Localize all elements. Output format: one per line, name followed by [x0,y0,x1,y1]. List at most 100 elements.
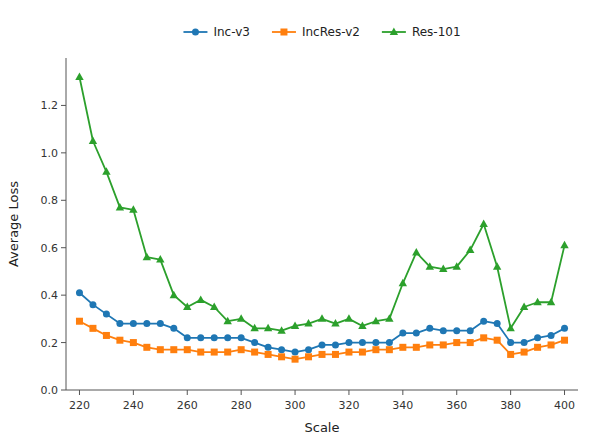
point-marker [332,341,339,348]
x-tick [456,390,457,395]
point-marker [278,346,285,353]
point-marker [345,314,353,322]
point-marker [251,339,258,346]
point-marker [399,330,406,337]
point-marker [386,346,393,353]
x-tick-label: 300 [285,399,306,412]
y-axis-label: Average Loss [6,181,21,267]
point-marker [75,72,83,80]
point-marker [210,303,218,311]
y-tick-label: 0.0 [41,384,59,397]
point-marker [359,339,366,346]
y-tick [61,295,66,296]
point-marker [197,295,205,303]
y-tick [61,390,66,391]
point-marker [156,255,164,263]
point-marker [116,337,123,344]
point-marker [304,319,312,327]
point-marker [521,339,528,346]
point-marker [292,349,299,356]
point-marker [238,346,245,353]
point-marker [359,349,366,356]
point-marker [440,341,447,348]
y-tick-label: 1.0 [41,147,59,160]
legend-label: Inc-v3 [213,25,250,39]
point-marker [372,317,380,325]
chart: 2202402602803003203403603804000.00.20.40… [0,0,600,444]
x-tick-label: 260 [177,399,198,412]
x-tick [241,390,242,395]
point-marker [157,346,164,353]
legend-item: Inc-v3 [183,25,250,39]
y-tick-label: 1.2 [41,99,59,112]
point-marker [507,339,514,346]
y-axis-line [66,58,67,390]
legend: Inc-v3IncRes-v2Res-101 [183,25,460,39]
point-marker [547,298,555,306]
point-marker [170,291,178,299]
point-marker [265,351,272,358]
point-marker [211,349,218,356]
point-marker [116,203,124,211]
point-marker [184,334,191,341]
x-tick [402,390,403,395]
point-marker [561,337,568,344]
point-marker [319,341,326,348]
legend-marker [390,28,398,36]
series-line [79,293,564,352]
x-tick [295,390,296,395]
x-tick-label: 380 [500,399,521,412]
y-tick-label: 0.2 [41,337,59,350]
point-marker [426,341,433,348]
point-marker [143,253,151,261]
plot-area [75,72,568,362]
point-marker [453,339,460,346]
point-marker [453,327,460,334]
point-marker [238,334,245,341]
point-marker [412,248,420,256]
point-marker [480,334,487,341]
point-marker [426,325,433,332]
point-marker [453,262,461,270]
point-marker [386,339,393,346]
point-marker [89,301,96,308]
point-marker [440,327,447,334]
legend-label: IncRes-v2 [302,25,360,39]
point-marker [197,349,204,356]
point-marker [548,341,555,348]
point-marker [89,325,96,332]
x-tick [79,390,80,395]
point-marker [129,205,137,213]
x-tick [510,390,511,395]
legend-item: IncRes-v2 [272,25,360,39]
x-tick [564,390,565,395]
point-marker [116,320,123,327]
point-marker [130,339,137,346]
point-marker [426,262,434,270]
point-marker [224,334,231,341]
y-tick [61,152,66,153]
point-marker [89,137,97,145]
point-marker [372,339,379,346]
point-marker [130,320,137,327]
point-marker [183,303,191,311]
point-marker [331,319,339,327]
point-marker [264,324,272,332]
point-marker [224,349,231,356]
point-marker [170,325,177,332]
point-marker [251,349,258,356]
point-marker [560,241,568,249]
point-marker [102,167,110,175]
point-marker [467,339,474,346]
point-marker [561,325,568,332]
point-marker [466,246,474,254]
point-marker [372,346,379,353]
point-marker [480,318,487,325]
legend-marker [192,29,199,36]
x-tick-label: 340 [392,399,413,412]
point-marker [533,298,541,306]
point-marker [413,344,420,351]
point-marker [507,351,514,358]
series-line [79,321,564,359]
point-marker [467,327,474,334]
